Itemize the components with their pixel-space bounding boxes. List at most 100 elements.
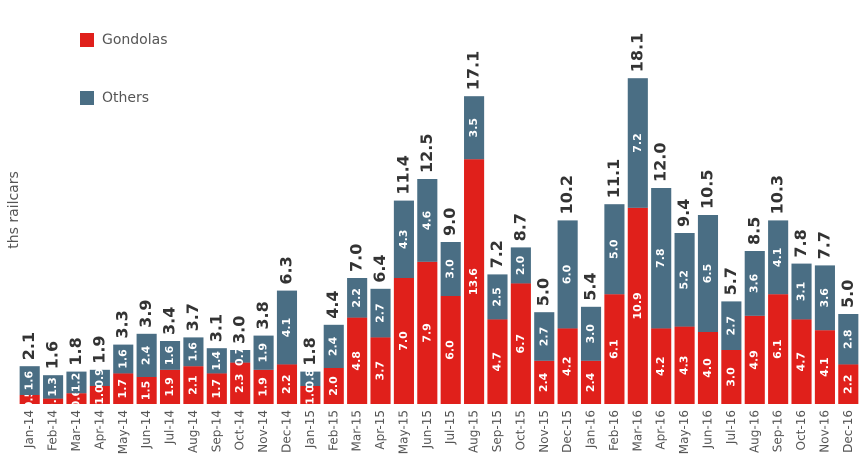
total-label: 8.5 <box>744 217 763 245</box>
segment-label: 2.4 <box>584 372 597 392</box>
segment-label: 3.0 <box>444 259 457 279</box>
segment-label: 0.7 <box>233 347 246 367</box>
x-tick-label: Jan-16 <box>584 410 598 449</box>
segment-label: 1.6 <box>23 371 36 391</box>
segment-label: 10.9 <box>631 292 644 319</box>
segment-label: 5.2 <box>678 270 691 290</box>
segment-label: 5.0 <box>607 239 620 259</box>
segment-label: 2.5 <box>490 287 503 307</box>
segment-label: 7.9 <box>420 323 433 343</box>
bar-segment <box>838 364 859 404</box>
total-label: 3.0 <box>230 316 249 344</box>
bar-segment <box>230 350 251 363</box>
bar-segment <box>580 306 602 361</box>
segment-label: 4.6 <box>420 210 433 230</box>
segment-label: 3.6 <box>748 273 761 293</box>
bar-segment <box>66 393 87 404</box>
bar-segment <box>674 233 695 327</box>
total-label: 3.7 <box>183 303 202 331</box>
bar-segment <box>136 333 157 377</box>
bar-segment <box>19 395 40 404</box>
x-tick-label: Nov-14 <box>256 410 270 453</box>
x-tick-label: Aug-15 <box>467 410 481 453</box>
segment-label: 1.7 <box>210 379 223 399</box>
x-tick-label: Jan-15 <box>303 410 317 449</box>
segment-label: 0.6 <box>69 389 82 409</box>
bar-segment <box>417 179 438 262</box>
bar-segment <box>43 375 64 399</box>
x-tick-label: Sep-14 <box>209 410 223 452</box>
bar-segment <box>627 78 648 208</box>
x-tick-label: Mar-15 <box>350 410 364 451</box>
segment-label: 2.7 <box>374 303 387 323</box>
bar-segment <box>651 328 672 404</box>
bar-segment <box>89 386 110 404</box>
x-tick-label: Feb-16 <box>607 410 621 451</box>
total-label: 5.0 <box>534 278 553 306</box>
bar-segment <box>814 265 835 331</box>
segment-label: 2.8 <box>841 329 854 349</box>
legend-label: Gondolas <box>102 32 168 48</box>
bar-segment <box>721 350 742 404</box>
bar-segment <box>113 373 134 404</box>
segment-label: 2.3 <box>233 374 246 394</box>
segment-label: 2.2 <box>280 374 293 394</box>
total-label: 12.5 <box>417 134 436 173</box>
x-tick-label: Oct-14 <box>233 410 247 450</box>
total-label: 2.1 <box>19 332 38 360</box>
bar-segment <box>744 251 765 316</box>
segment-label: 2.4 <box>537 372 550 392</box>
x-tick-label: Oct-15 <box>513 410 527 450</box>
total-label: 11.1 <box>604 159 623 198</box>
total-label: 7.8 <box>791 229 810 257</box>
segment-label: 1.5 <box>140 381 153 401</box>
total-label: 3.8 <box>253 301 272 329</box>
segment-label: 7.2 <box>631 133 644 153</box>
segment-label: 4.0 <box>701 358 714 378</box>
bar-segment <box>230 362 251 404</box>
bar-segment <box>744 315 765 404</box>
x-tick-label: Jul-15 <box>443 410 457 445</box>
bar-segment <box>19 366 40 395</box>
bar-segment <box>627 207 648 404</box>
bar-segment <box>580 360 602 404</box>
total-label: 3.3 <box>113 310 132 338</box>
bar-segment <box>276 290 298 365</box>
total-label: 8.7 <box>510 213 529 241</box>
x-tick-label: Feb-15 <box>326 410 340 451</box>
bar-segment <box>557 328 578 404</box>
segment-label: 6.0 <box>561 264 574 284</box>
bar-segment <box>253 335 274 370</box>
x-tick-label: Nov-16 <box>817 410 831 453</box>
total-label: 1.6 <box>43 341 62 369</box>
segment-label: 2.2 <box>350 288 363 308</box>
x-tick-label: Feb-14 <box>46 410 60 451</box>
segment-label: 2.0 <box>327 376 340 396</box>
bar-segment <box>323 324 344 368</box>
segment-label: 3.0 <box>724 367 737 387</box>
bar-segment <box>674 326 695 404</box>
bar-segment <box>66 371 87 394</box>
bar-segment <box>440 296 461 404</box>
bar-segment <box>604 294 625 404</box>
segment-label: 7.0 <box>397 331 410 351</box>
y-axis-label: ths railcars <box>6 171 22 249</box>
segment-label: 2.7 <box>724 316 737 336</box>
total-label: 6.4 <box>370 254 389 282</box>
bar-segment <box>604 204 625 295</box>
bar-segment <box>136 377 157 404</box>
total-label: 10.3 <box>768 175 787 214</box>
x-tick-label: Oct-16 <box>794 410 808 450</box>
bar-segment <box>464 159 485 404</box>
segment-label: 3.5 <box>467 118 480 138</box>
segment-label: 6.5 <box>701 264 714 284</box>
segment-label: 1.9 <box>163 377 176 397</box>
total-label: 3.9 <box>136 299 155 327</box>
total-label: 10.5 <box>697 170 716 209</box>
segment-label: 4.2 <box>561 356 574 376</box>
total-label: 4.4 <box>323 290 342 318</box>
x-tick-label: May-16 <box>677 410 691 454</box>
bar-segment <box>510 283 531 404</box>
bar-segment <box>557 220 578 329</box>
bar-segment <box>534 312 555 361</box>
